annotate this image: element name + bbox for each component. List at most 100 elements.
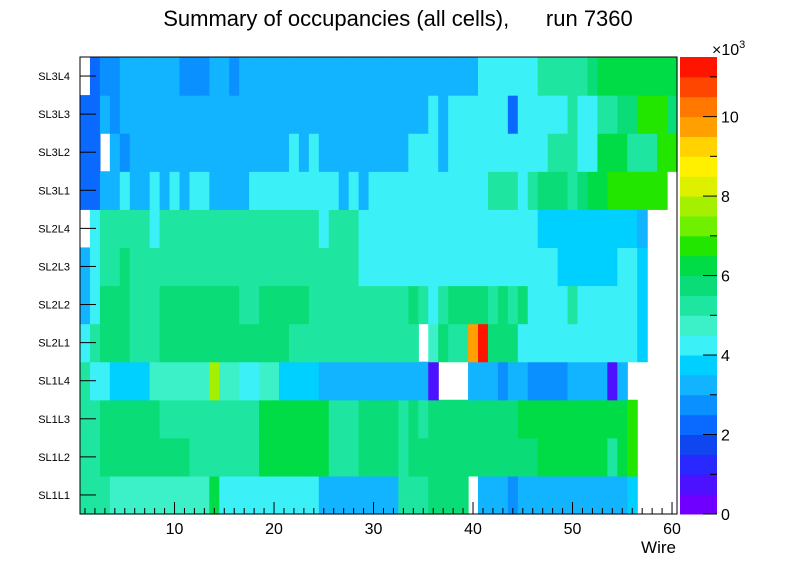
heatmap-cell	[199, 133, 210, 172]
heatmap-cell	[537, 133, 549, 172]
heatmap-cell	[149, 437, 161, 477]
heatmap-cell	[487, 475, 499, 515]
palette-swatch	[680, 454, 717, 475]
heatmap-cell	[597, 95, 608, 134]
heatmap-cell	[288, 57, 300, 96]
heatmap-cell	[448, 57, 459, 96]
heatmap-cell	[587, 361, 598, 401]
heatmap-cell	[497, 209, 509, 249]
heatmap-cell	[557, 133, 569, 172]
heatmap-cell	[468, 323, 479, 363]
heatmap-cell	[109, 361, 121, 401]
heatmap-cell	[507, 399, 519, 439]
heatmap-cell	[159, 323, 171, 363]
heatmap-cell	[408, 399, 419, 439]
heatmap-cell	[298, 209, 310, 249]
heatmap-cell	[607, 171, 618, 210]
heatmap-cell	[487, 133, 499, 172]
palette-swatch	[680, 315, 717, 336]
heatmap-cell	[298, 399, 310, 439]
palette-swatch	[680, 474, 717, 495]
heatmap-cell	[497, 323, 509, 363]
heatmap-cell	[259, 475, 270, 515]
heatmap-cell	[368, 399, 380, 439]
heatmap-cell	[139, 95, 151, 134]
heatmap-cell	[408, 209, 419, 249]
heatmap-cell	[507, 475, 519, 515]
heatmap-cell	[517, 133, 529, 172]
palette-swatch	[680, 116, 717, 137]
heatmap-cell	[318, 285, 330, 325]
heatmap-cell	[497, 361, 509, 401]
heatmap-cell	[527, 475, 539, 515]
heatmap-cell	[159, 247, 171, 287]
heatmap-cell	[298, 475, 310, 515]
heatmap-cell	[418, 133, 429, 172]
heatmap-cell	[647, 171, 658, 210]
heatmap-cell	[537, 247, 549, 287]
heatmap-cell	[458, 437, 469, 477]
heatmap-cell	[438, 475, 449, 515]
heatmap-cell	[239, 399, 250, 439]
heatmap-cell	[507, 247, 519, 287]
heatmap-cell	[408, 95, 419, 134]
heatmap-cell	[428, 475, 439, 515]
heatmap-cell	[269, 95, 280, 134]
heatmap-cell	[398, 171, 409, 210]
heatmap-cell	[338, 437, 350, 477]
palette-swatch	[680, 57, 717, 78]
heatmap-cell	[627, 475, 638, 515]
heatmap-cell	[169, 209, 181, 249]
heatmap-cell	[537, 361, 549, 401]
heatmap-cell	[448, 323, 459, 363]
heatmap-cell	[607, 247, 618, 287]
heatmap-cell	[199, 285, 210, 325]
heatmap-cell	[517, 57, 529, 96]
heatmap-cell	[497, 247, 509, 287]
heatmap-cell	[368, 57, 380, 96]
heatmap-cell	[209, 57, 220, 96]
heatmap-cell	[358, 57, 370, 96]
heatmap-cell	[607, 323, 618, 363]
heatmap-cell	[497, 171, 509, 210]
heatmap-cell	[438, 209, 449, 249]
heatmap-cell	[388, 57, 399, 96]
heatmap-cell	[497, 57, 509, 96]
heatmap-cell	[527, 399, 539, 439]
heatmap-cell	[527, 437, 539, 477]
heatmap-cell	[279, 247, 290, 287]
heatmap-cell	[169, 437, 181, 477]
heatmap-cell	[249, 285, 260, 325]
heatmap-cell	[507, 95, 519, 134]
heatmap-cell	[617, 171, 628, 210]
heatmap-cell	[99, 323, 111, 363]
heatmap-cell	[288, 361, 300, 401]
heatmap-cell	[368, 285, 380, 325]
heatmap-cell	[398, 399, 409, 439]
heatmap-cell	[338, 247, 350, 287]
heatmap-cell	[438, 171, 449, 210]
heatmap-cell	[119, 133, 131, 172]
heatmap-cell	[199, 475, 210, 515]
heatmap-cell	[657, 133, 668, 172]
heatmap-cell	[249, 247, 260, 287]
heatmap-cell	[378, 133, 390, 172]
heatmap-cell	[577, 399, 589, 439]
heatmap-cell	[298, 285, 310, 325]
y-tick-label: SL2L4	[38, 223, 70, 235]
heatmap-cell	[587, 475, 598, 515]
heatmap-cell	[587, 95, 598, 134]
heatmap-cell	[567, 399, 579, 439]
heatmap-cell	[557, 171, 569, 210]
heatmap-cell	[428, 323, 439, 363]
heatmap-cell	[338, 133, 350, 172]
heatmap-cell	[328, 399, 340, 439]
heatmap-cell	[617, 399, 628, 439]
heatmap-cell	[239, 57, 250, 96]
heatmap-cell	[229, 57, 240, 96]
heatmap-cell	[617, 323, 628, 363]
heatmap-cell	[517, 209, 529, 249]
heatmap-cell	[497, 133, 509, 172]
heatmap-cell	[269, 475, 280, 515]
heatmap-cell	[318, 399, 330, 439]
